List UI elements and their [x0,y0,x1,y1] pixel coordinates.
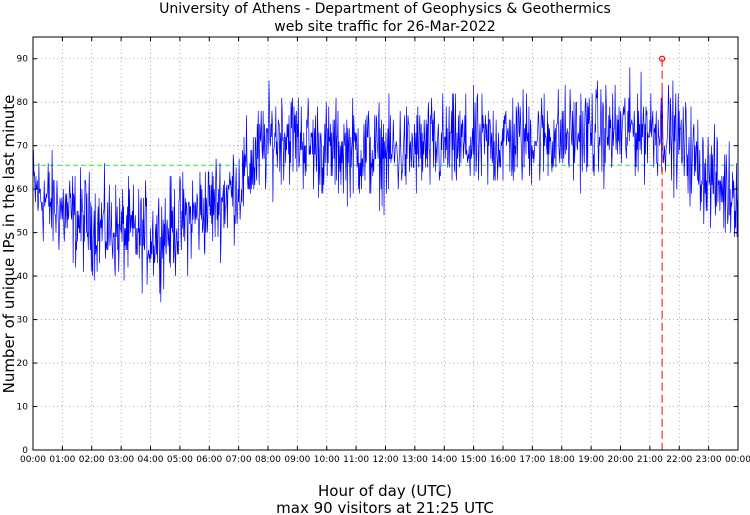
x-tick-label: 12:00 [373,455,399,465]
x-tick-label: 11:00 [343,455,369,465]
y-tick-label: 20 [17,359,29,369]
x-tick-label: 00:00 [20,455,46,465]
x-tick-label: 00:00 [725,455,750,465]
x-tick-label: 18:00 [549,455,575,465]
max-visitors-footer: max 90 visitors at 21:25 UTC [276,499,494,515]
y-tick-label: 60 [17,185,29,195]
max-marker-group [659,55,666,450]
x-tick-label: 20:00 [608,455,634,465]
x-tick-label: 13:00 [402,455,428,465]
x-tick-label: 22:00 [666,455,692,465]
x-tick-label: 10:00 [314,455,340,465]
chart-subtitle: web site traffic for 26-Mar-2022 [274,19,495,35]
x-tick-label: 21:00 [637,455,663,465]
max-marker-point [659,55,666,62]
ticks: 00:00 01:00 02:00 03:00 04:00 05:00 06:00 07:00… [17,37,750,465]
x-tick-label: 09:00 [284,455,310,465]
y-axis-label: Number of unique IPs in the last minute [0,95,18,394]
x-tick-label: 06:00 [196,455,222,465]
x-tick-label: 04:00 [138,455,164,465]
x-tick-label: 08:00 [255,455,281,465]
traffic-series-line [32,67,739,303]
y-tick-label: 30 [17,316,29,326]
x-tick-label: 03:00 [108,455,134,465]
x-tick-label: 01:00 [49,455,75,465]
x-tick-label: 02:00 [79,455,105,465]
x-tick-label: 17:00 [519,455,545,465]
y-tick-label: 40 [17,272,29,282]
x-tick-label: 14:00 [431,455,457,465]
x-tick-label: 23:00 [696,455,722,465]
y-tick-label: 80 [17,98,29,108]
y-tick-label: 10 [17,403,29,413]
x-tick-label: 19:00 [578,455,604,465]
y-tick-label: 0 [22,446,28,456]
x-tick-label: 15:00 [461,455,487,465]
x-axis-label: Hour of day (UTC) [318,482,452,500]
y-tick-label: 50 [17,229,29,239]
x-tick-label: 05:00 [167,455,193,465]
y-tick-label: 90 [17,55,29,65]
x-tick-label: 16:00 [490,455,516,465]
y-tick-label: 70 [17,142,29,152]
chart-title: University of Athens - Department of Geo… [159,1,611,17]
x-tick-label: 07:00 [226,455,252,465]
series-group [32,67,739,303]
